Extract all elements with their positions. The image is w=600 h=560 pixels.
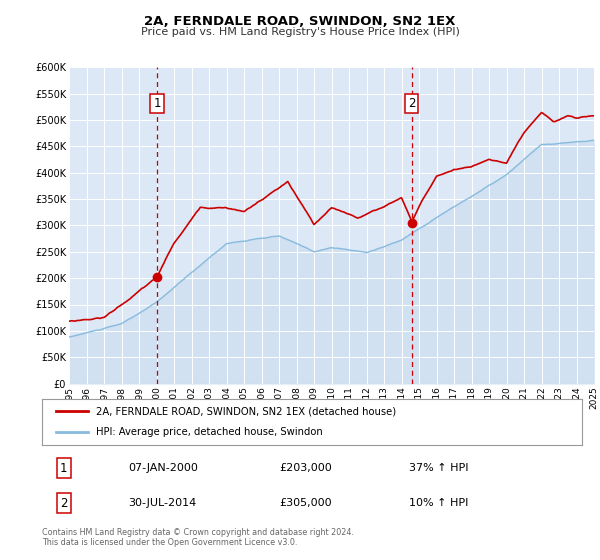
Text: 2A, FERNDALE ROAD, SWINDON, SN2 1EX (detached house): 2A, FERNDALE ROAD, SWINDON, SN2 1EX (det… [96,406,396,416]
Text: 2: 2 [60,497,67,510]
Text: 2A, FERNDALE ROAD, SWINDON, SN2 1EX: 2A, FERNDALE ROAD, SWINDON, SN2 1EX [145,15,455,28]
Text: Contains HM Land Registry data © Crown copyright and database right 2024.
This d: Contains HM Land Registry data © Crown c… [42,528,354,547]
Text: 10% ↑ HPI: 10% ↑ HPI [409,498,469,508]
Text: 1: 1 [60,462,67,475]
Text: HPI: Average price, detached house, Swindon: HPI: Average price, detached house, Swin… [96,427,323,437]
Text: £305,000: £305,000 [280,498,332,508]
Text: Price paid vs. HM Land Registry's House Price Index (HPI): Price paid vs. HM Land Registry's House … [140,27,460,38]
Text: 07-JAN-2000: 07-JAN-2000 [128,463,198,473]
Text: 30-JUL-2014: 30-JUL-2014 [128,498,197,508]
Text: 37% ↑ HPI: 37% ↑ HPI [409,463,469,473]
Text: £203,000: £203,000 [280,463,332,473]
Text: 1: 1 [153,97,161,110]
Text: 2: 2 [408,97,415,110]
